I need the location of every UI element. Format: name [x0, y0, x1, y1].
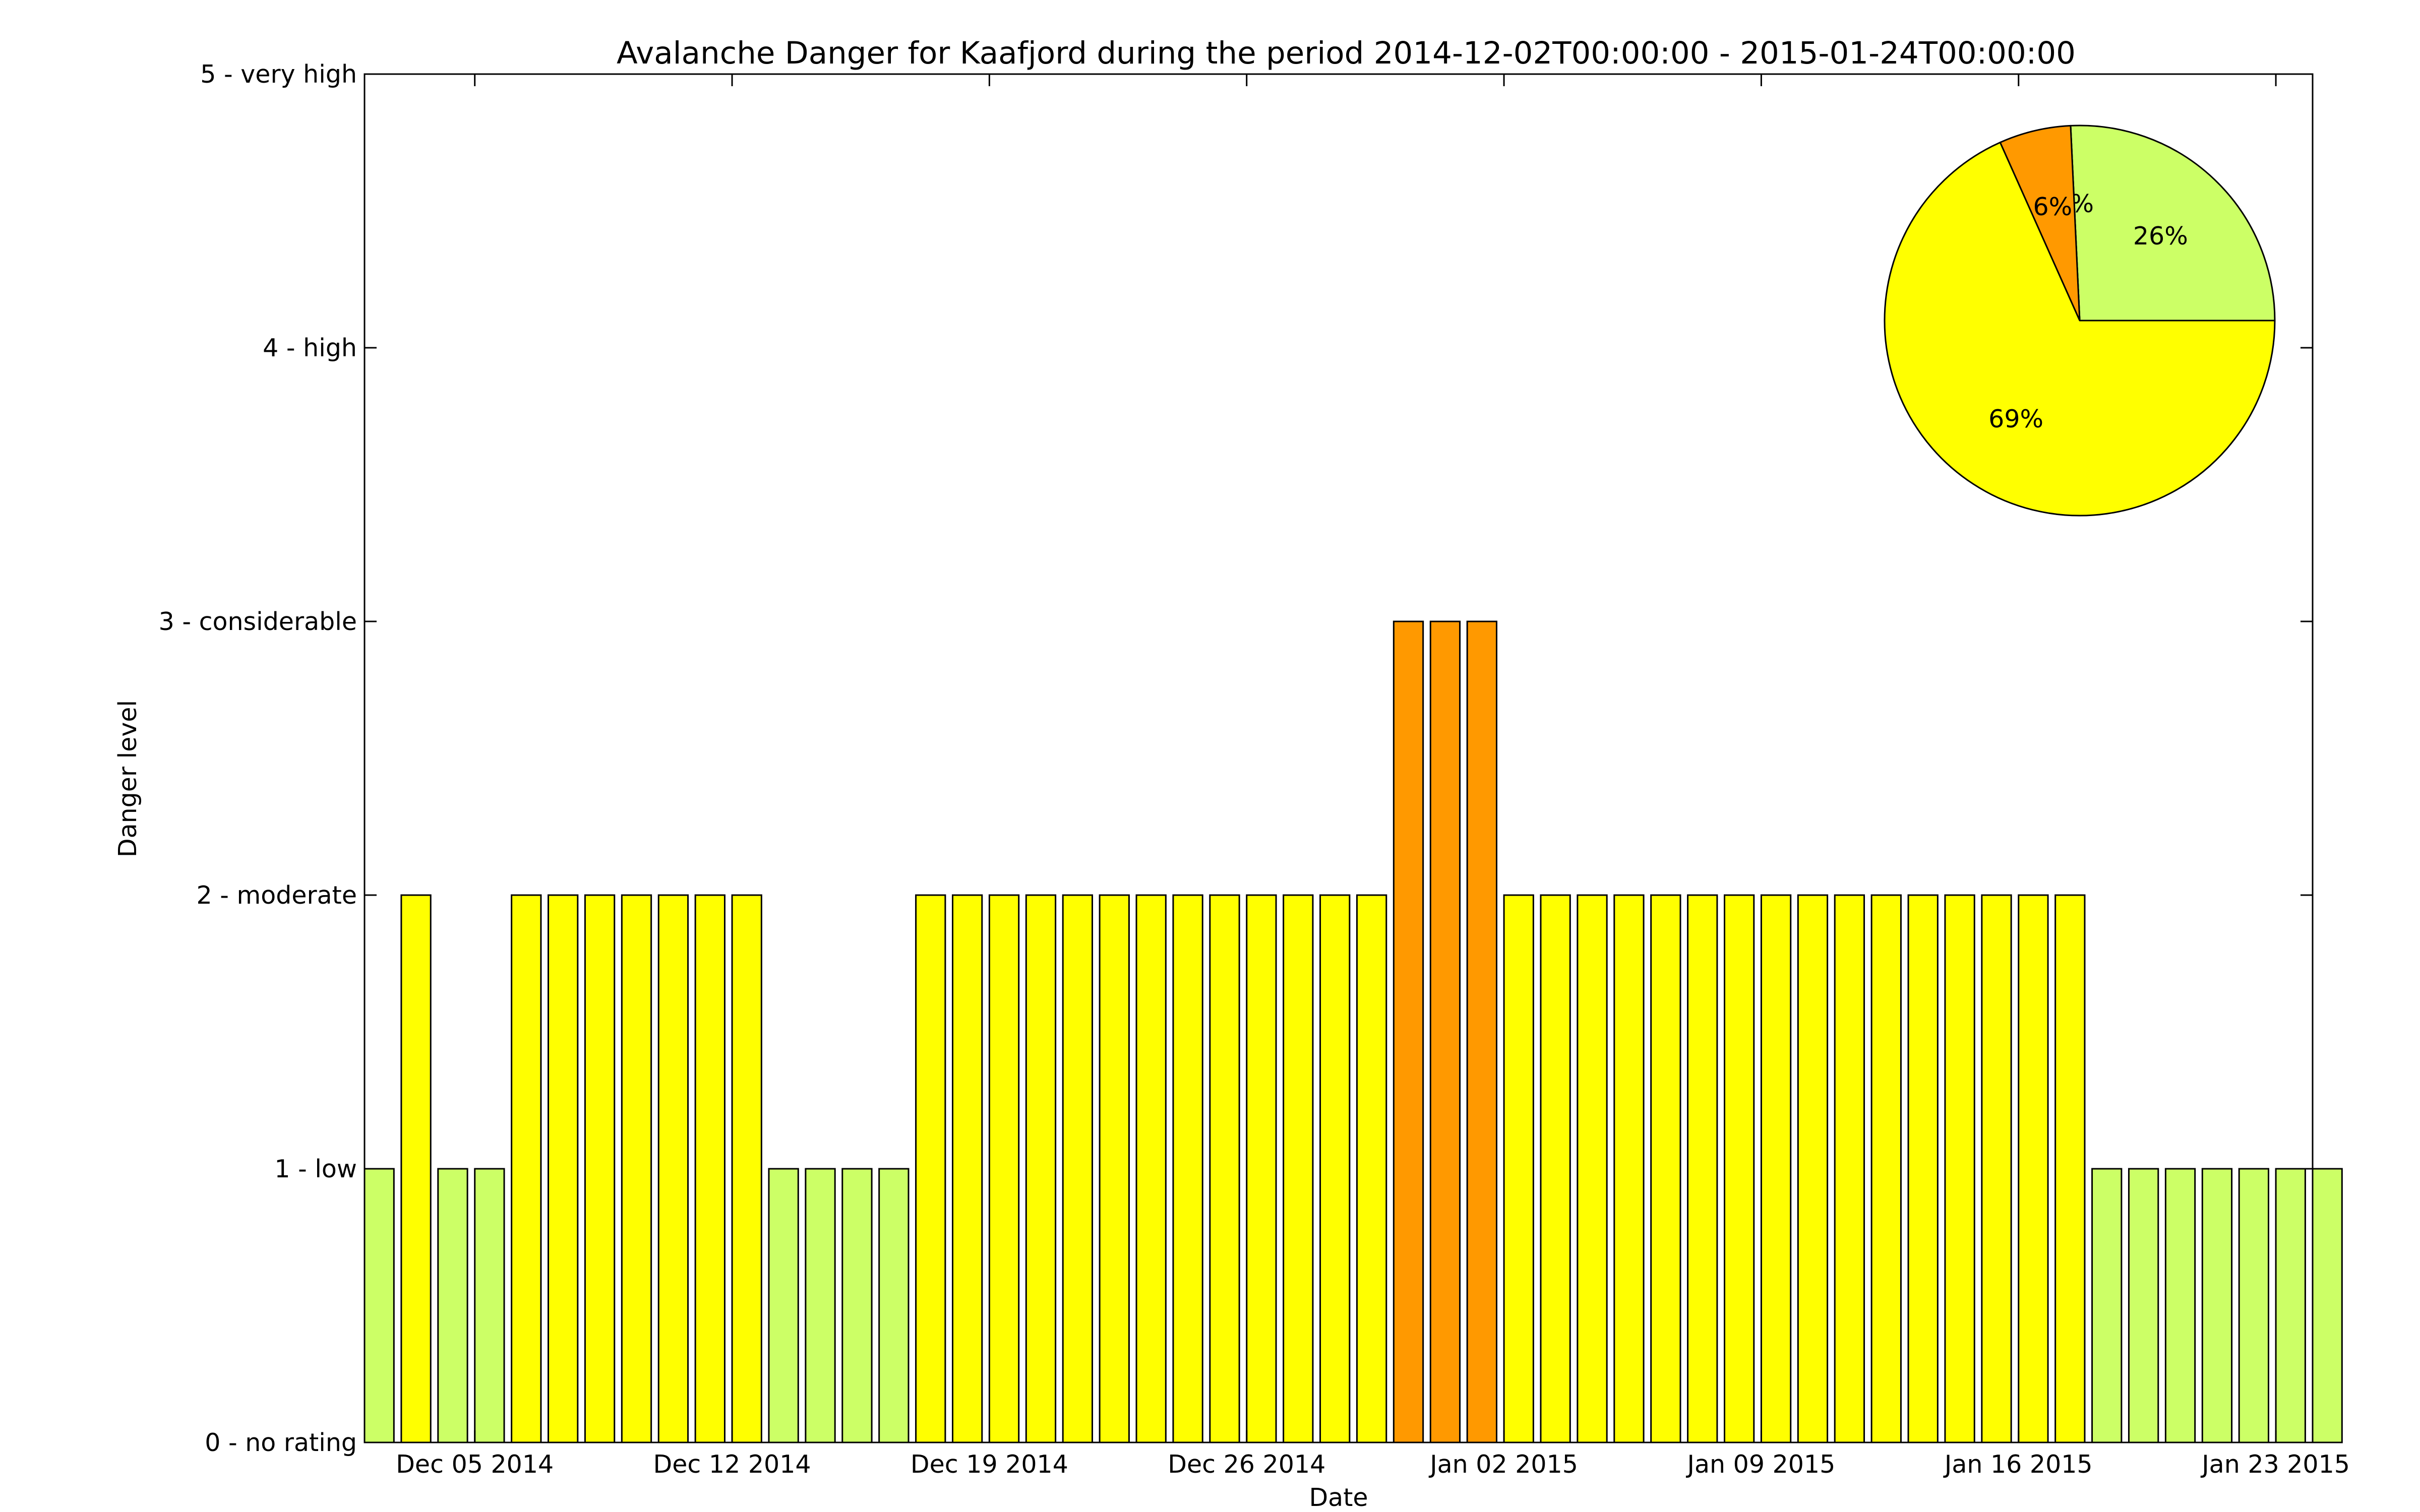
bar-2014-12-14	[805, 1168, 836, 1443]
bar-2015-01-23	[2275, 1168, 2306, 1443]
bar-2015-01-21	[2201, 1168, 2233, 1443]
x-tick-label: Jan 02 2015	[1428, 1450, 1578, 1479]
bar-2015-01-13	[1907, 894, 1939, 1443]
bars	[364, 620, 2343, 1443]
bar-2014-12-18	[951, 894, 983, 1443]
y-tick-label: 1 - low	[274, 1155, 357, 1183]
bar-2014-12-04	[437, 1168, 468, 1443]
x-tick-label: Dec 19 2014	[911, 1450, 1068, 1479]
y-tick-label: 3 - considerable	[159, 607, 357, 636]
bar-2014-12-31	[1429, 620, 1461, 1443]
bar-2015-01-14	[1944, 894, 1975, 1443]
bar-2015-01-22	[2238, 1168, 2270, 1443]
bar-2015-01-15	[1981, 894, 2012, 1443]
bar-2015-01-07	[1687, 894, 1718, 1443]
bar-2015-01-24	[2312, 1168, 2343, 1443]
pie-chart: 26%0%6%69%	[1884, 124, 2276, 517]
bar-2015-01-04	[1577, 894, 1608, 1443]
bar-2015-01-10	[1797, 894, 1829, 1443]
bar-2014-12-22	[1099, 894, 1130, 1443]
bar-2014-12-26	[1246, 894, 1277, 1443]
pie-slice-3	[1884, 142, 2276, 517]
bar-2014-12-29	[1356, 894, 1387, 1443]
bar-2014-12-03	[400, 894, 432, 1443]
bar-2015-01-20	[2164, 1168, 2196, 1443]
bar-2014-12-05	[474, 1168, 505, 1443]
bar-2014-12-13	[768, 1168, 799, 1443]
bar-2014-12-25	[1209, 894, 1240, 1443]
bar-2014-12-15	[841, 1168, 873, 1443]
bar-2015-01-12	[1870, 894, 1902, 1443]
bar-2015-01-17	[2054, 894, 2086, 1443]
x-axis-label: Date	[1309, 1483, 1368, 1512]
x-ticks: Dec 05 2014 Dec 12 2014 Dec 19 2014 Dec 26 …	[396, 74, 2350, 1479]
x-tick-label: Jan 23 2015	[2200, 1450, 2350, 1479]
pie-label-2: 6%	[2033, 193, 2072, 221]
bar-2015-01-05	[1613, 894, 1645, 1443]
y-ticks: 0 - no rating 1 - low 2 - moderate 3 - cons…	[159, 60, 2313, 1457]
bar-2014-12-10	[657, 894, 689, 1443]
y-tick-label: 2 - moderate	[197, 881, 357, 910]
bar-2015-01-19	[2128, 1168, 2159, 1443]
bar-2015-01-18	[2091, 1168, 2123, 1443]
y-tick-label: 0 - no rating	[205, 1428, 357, 1457]
bar-2014-12-16	[878, 1168, 910, 1443]
y-tick-label: 4 - high	[263, 334, 357, 362]
plot-frame	[364, 73, 2314, 1443]
pie-slice-0	[2070, 124, 2276, 322]
bar-2014-12-17	[915, 894, 946, 1443]
bar-2014-12-20	[1025, 894, 1057, 1443]
bar-2015-01-06	[1650, 894, 1681, 1443]
bar-2015-01-02	[1503, 894, 1534, 1443]
pie-slice-2	[1999, 124, 2081, 322]
bar-2014-12-21	[1062, 894, 1094, 1443]
bar-2014-12-19	[988, 894, 1020, 1443]
bar-2014-12-12	[731, 894, 762, 1443]
x-tick-label: Dec 26 2014	[1168, 1450, 1325, 1479]
chart-title: Avalanche Danger for Kaafjord during the…	[617, 35, 2076, 71]
y-axis-label: Danger level	[113, 700, 142, 857]
bar-2015-01-01	[1466, 620, 1497, 1443]
bar-2014-12-08	[584, 894, 616, 1443]
bar-2014-12-30	[1393, 620, 1424, 1443]
bar-2015-01-11	[1834, 894, 1865, 1443]
bar-2014-12-02	[364, 1168, 395, 1443]
bar-2014-12-24	[1172, 894, 1203, 1443]
bar-2014-12-06	[511, 894, 542, 1443]
bar-2014-12-28	[1319, 894, 1351, 1443]
x-tick-label: Jan 09 2015	[1686, 1450, 1836, 1479]
bar-2014-12-11	[694, 894, 725, 1443]
bar-2015-01-08	[1724, 894, 1755, 1443]
bar-2015-01-09	[1760, 894, 1792, 1443]
x-tick-label: Dec 05 2014	[396, 1450, 554, 1479]
bar-2015-01-03	[1540, 894, 1571, 1443]
y-tick-label: 5 - very high	[200, 60, 357, 89]
pie-label-0: 26%	[2133, 222, 2188, 250]
bar-2014-12-27	[1283, 894, 1314, 1443]
x-tick-label: Dec 12 2014	[653, 1450, 811, 1479]
pie-label-3: 69%	[1988, 405, 2043, 433]
bar-2014-12-09	[621, 894, 652, 1443]
bar-2015-01-16	[2018, 894, 2049, 1443]
bar-2014-12-23	[1135, 894, 1167, 1443]
x-tick-label: Jan 16 2015	[1943, 1450, 2093, 1479]
bar-2014-12-07	[548, 894, 579, 1443]
